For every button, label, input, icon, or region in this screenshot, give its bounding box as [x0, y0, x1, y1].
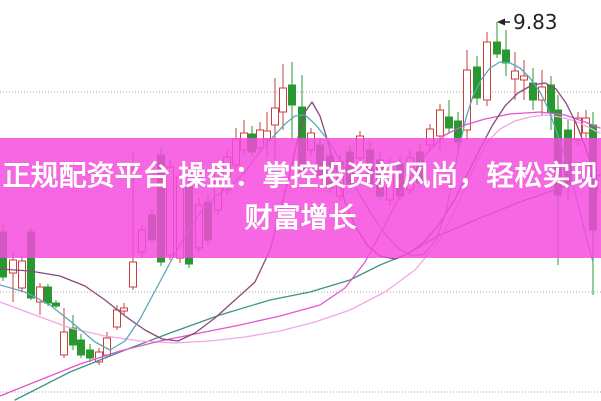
candle	[511, 70, 519, 80]
candle	[36, 286, 44, 303]
candle	[502, 49, 510, 64]
promo-banner-line2: 财富增长	[244, 202, 357, 233]
candle	[473, 66, 481, 99]
candle	[77, 339, 85, 356]
candle	[288, 84, 296, 106]
candle	[120, 307, 128, 312]
price-arrow-head	[497, 18, 505, 26]
candle	[271, 107, 279, 126]
candle	[279, 87, 287, 113]
candle	[538, 86, 546, 101]
price-annotation-label: 9.83	[513, 10, 558, 34]
candle	[520, 75, 528, 81]
promo-banner: 正规配资平台 操盘：掌控投资新风尚，轻松实现 财富增长	[0, 138, 601, 258]
candle	[436, 109, 444, 137]
candle	[9, 259, 17, 274]
candle	[463, 69, 471, 131]
candle	[86, 349, 94, 359]
candle	[129, 261, 137, 288]
candle	[113, 309, 121, 328]
candle	[445, 116, 453, 129]
candle	[18, 260, 26, 289]
promo-banner-line1: 正规配资平台 操盘：掌控投资新风尚，轻松实现	[2, 160, 599, 191]
candle	[52, 302, 60, 307]
candle	[44, 286, 52, 304]
candle	[69, 327, 77, 346]
candle	[493, 41, 501, 55]
candle	[60, 331, 68, 356]
ma-line-ma-pink-light	[0, 114, 601, 344]
